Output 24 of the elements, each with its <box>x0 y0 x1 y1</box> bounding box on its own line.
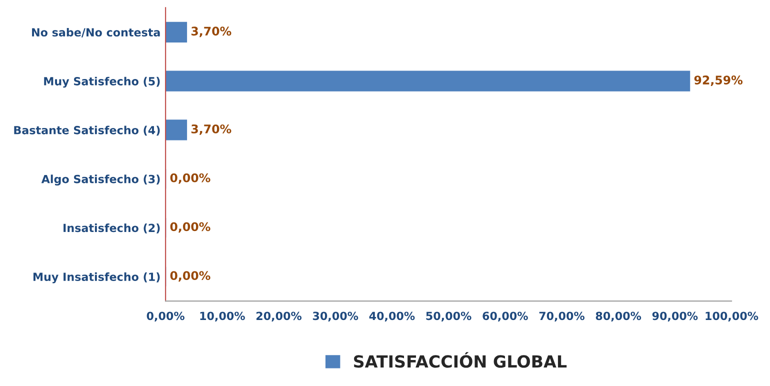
data-label: 0,00% <box>170 271 210 282</box>
x-tick-label: 0,00% <box>146 312 184 322</box>
data-label: 0,00% <box>170 222 210 233</box>
x-tick-label: 90,00% <box>652 312 698 322</box>
y-tick-label: Bastante Satisfecho (4) <box>14 126 160 136</box>
data-label: 3,70% <box>191 124 232 135</box>
x-tick-label: 80,00% <box>596 312 642 322</box>
x-tick-label: 50,00% <box>426 312 472 322</box>
x-tick-label: 100,00% <box>706 312 758 322</box>
y-tick-label: No sabe/No contesta <box>32 28 160 38</box>
y-tick-label: Muy Satisfecho (5) <box>44 76 160 88</box>
y-tick-label: Insatisfecho (2) <box>64 224 160 234</box>
y-tick-label: Algo Satisfecho (3) <box>41 174 160 186</box>
y-tick-label: Muy Insatisfecho (1) <box>33 272 160 284</box>
data-label: 3,70% <box>191 26 232 38</box>
x-tick-label: 30,00% <box>312 312 358 322</box>
x-tick-label: 70,00% <box>539 312 584 322</box>
x-tick-label: 10,00% <box>200 312 245 322</box>
data-label: 0,00% <box>170 173 210 184</box>
legend-label: SATISFACCIÓN GLOBAL <box>354 352 567 368</box>
x-tick-label: 20,00% <box>256 312 302 322</box>
data-label: 92,59% <box>694 76 743 86</box>
x-tick-label: 60,00% <box>482 312 528 322</box>
x-tick-label: 40,00% <box>369 312 415 322</box>
